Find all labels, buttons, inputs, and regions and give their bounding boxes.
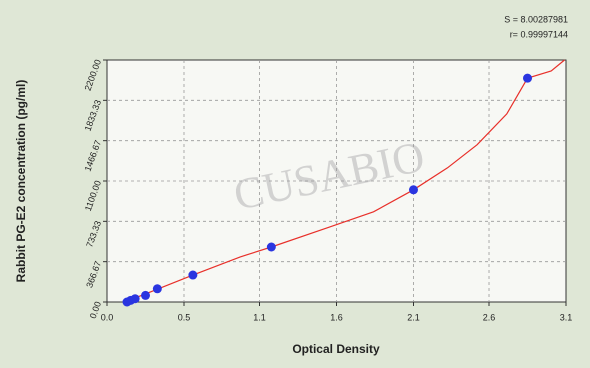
data-point: [152, 284, 162, 294]
x-tick-label: 0.0: [101, 312, 114, 322]
data-point: [408, 185, 418, 195]
data-point: [130, 294, 140, 304]
x-tick-label: 1.6: [330, 312, 343, 322]
data-point: [140, 290, 150, 300]
data-point: [523, 73, 533, 83]
x-tick-label: 2.6: [483, 312, 496, 322]
data-point: [188, 270, 198, 280]
x-axis-label: Optical Density: [292, 342, 380, 356]
x-tick-label: 3.1: [560, 312, 573, 322]
annotation: S = 8.00287981: [504, 14, 568, 24]
x-tick-label: 0.5: [178, 312, 191, 322]
fit-curve: [124, 59, 565, 303]
annotation: r= 0.99997144: [510, 29, 568, 39]
x-tick-label: 1.1: [253, 312, 266, 322]
y-axis-label: Rabbit PG-E2 concentration (pg/ml): [14, 80, 28, 283]
data-point: [266, 242, 276, 252]
x-tick-label: 2.1: [407, 312, 420, 322]
